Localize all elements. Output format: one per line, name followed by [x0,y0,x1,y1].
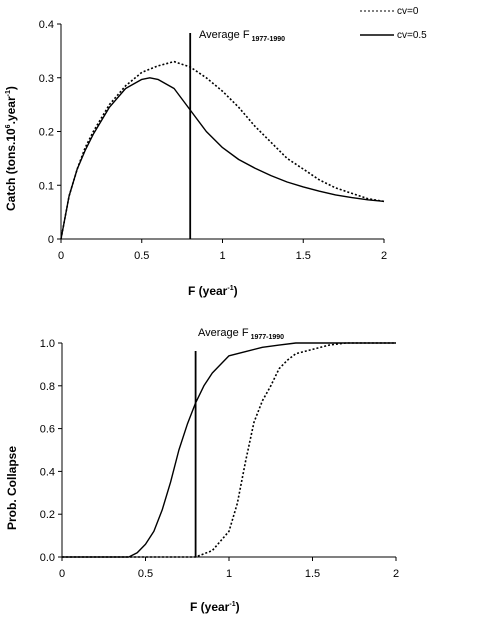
y-axis-label-pre: Catch (tons.10 [4,128,18,211]
y-tick-label: 1.0 [40,338,55,350]
catch-chart: 0 0.1 0.2 0.3 0.4 0 0.5 1 1.5 2 cv=0 cv=0.5 Avera… [4,6,427,298]
x-tick-label: 1.5 [296,250,311,262]
y-tick-label: 0.8 [40,381,55,393]
x-tick-label: 2 [393,568,399,580]
x-tick-label: 0.5 [134,250,149,262]
legend: cv=0 cv=0.5 [360,6,427,41]
x-tick-label: 1 [219,250,225,262]
x-tick-label: 1 [226,568,232,580]
average-f-text-2: Average F [198,327,249,339]
y-tick-label: 0.2 [40,509,55,521]
x-axis-label-2: F (year-1) [190,600,240,614]
catch-plot-area: 0 0.1 0.2 0.3 0.4 0 0.5 1 1.5 2 [39,19,387,262]
y-axis-label: Catch (tons.106.year-1) [4,86,18,211]
y-tick-label: 0.1 [39,180,54,192]
x-axis-label-sup: -1 [227,285,233,292]
legend-label-cv0: cv=0 [397,6,419,17]
series-line-cv05 [60,77,385,240]
y-axis-label-sup: 6 [5,124,12,128]
y-tick-label: 0.4 [39,19,54,31]
y-tick-label: 0.2 [39,127,54,139]
average-f-subscript-2: 1977-1990 [251,334,285,341]
x-axis-label-2-sup: -1 [229,601,235,608]
collapse-chart: 0.0 0.2 0.4 0.6 0.8 1.0 0 0.5 1 1.5 2 Average F 197… [5,327,399,614]
series-line-cv05 [62,342,396,558]
y-tick-label: 0.4 [40,466,55,478]
x-axis-label-2-text: F (year [190,600,230,614]
y-axis-label-end: ) [4,86,18,90]
average-f-subscript: 1977-1990 [252,36,286,43]
y-axis-label-mid: .year [4,96,18,124]
x-tick-label: 0 [58,250,64,262]
x-axis-label-text: F (year [188,284,228,298]
series-line-cv0 [62,342,396,558]
x-axis-label-2-end: ) [236,600,240,614]
y-tick-label: 0.3 [39,73,54,85]
x-tick-label: 2 [381,250,387,262]
x-axis-label-end: ) [234,284,238,298]
y-axis-label-2: Prob. Collapse [5,446,19,530]
legend-label-cv05: cv=0.5 [397,30,427,41]
average-f-annotation: Average F 1977-1990 [199,29,285,43]
average-f-annotation-2: Average F 1977-1990 [198,327,284,341]
collapse-plot-area: 0.0 0.2 0.4 0.6 0.8 1.0 0 0.5 1 1.5 2 [40,338,399,580]
x-tick-label: 0 [59,568,65,580]
x-tick-label: 0.5 [138,568,153,580]
x-axis-label: F (year-1) [188,284,238,298]
x-tick-label: 1.5 [305,568,320,580]
y-tick-label: 0.0 [40,552,55,564]
y-axis-label-sup2: -1 [5,90,12,96]
average-f-text: Average F [199,29,250,41]
y-tick-label: 0.6 [40,424,55,436]
y-tick-label: 0 [48,234,54,246]
series-line-cv0 [60,60,385,240]
